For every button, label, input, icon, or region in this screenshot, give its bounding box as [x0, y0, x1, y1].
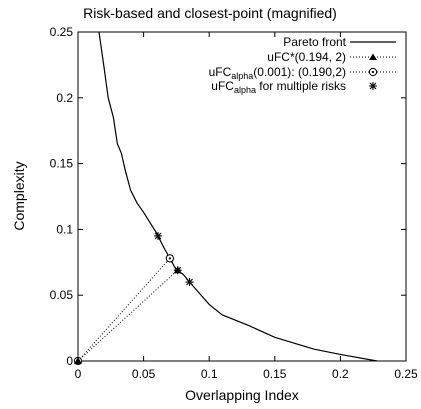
legend-label-ufc-star: uFC*(0.194, 2) — [267, 50, 346, 64]
legend-marker-triangle — [369, 53, 377, 60]
x-tick-label: 0.15 — [263, 367, 287, 381]
y-tick-label: 0.15 — [50, 157, 74, 171]
x-tick-label: 0.25 — [394, 367, 418, 381]
series-layer — [73, 31, 378, 366]
series-ufc-alpha-0001-line — [77, 258, 171, 362]
legend-marker-asterisk — [369, 82, 377, 90]
legend-label-pareto-front: Pareto front — [283, 35, 346, 49]
y-tick-label: 0.1 — [56, 222, 73, 236]
marker-triangle — [74, 357, 82, 364]
x-tick-label: 0 — [75, 367, 82, 381]
chart-title: Risk-based and closest-point (magnified) — [83, 5, 337, 21]
legend-label-ufc-alpha-0001: uFCalpha(0.001): (0.190,2) — [209, 65, 346, 81]
legend: Pareto front uFC*(0.194, 2) uFCalpha(0.0… — [209, 35, 396, 95]
plot-frame — [77, 31, 407, 362]
x-tick-label: 0.05 — [132, 367, 156, 381]
legend-label-ufc-alpha-multiple: uFCalpha for multiple risks — [211, 79, 346, 95]
x-axis-label: Overlapping Index — [185, 387, 299, 403]
y-tick-label: 0.2 — [56, 91, 73, 105]
marker-asterisk — [185, 278, 194, 287]
y-tick-label: 0 — [66, 354, 73, 368]
x-tick-label: 0.2 — [332, 367, 349, 381]
marker-circled-dot-center — [168, 257, 171, 260]
marker-triangle — [173, 266, 182, 274]
marker-asterisk — [154, 231, 163, 240]
x-tick-label: 0.1 — [201, 367, 218, 381]
x-axis-ticks: 0 0.05 0.1 0.15 0.2 0.25 — [75, 32, 418, 381]
y-axis-ticks: 0 0.05 0.1 0.15 0.2 0.25 — [50, 25, 406, 368]
series-ufc-star-line — [77, 269, 179, 362]
series-pareto-front-line — [98, 31, 378, 362]
legend-marker-circled-dot — [368, 67, 378, 77]
y-tick-label: 0.25 — [50, 25, 74, 39]
y-tick-label: 0.05 — [50, 288, 74, 302]
y-axis-label: Complexity — [11, 161, 27, 230]
